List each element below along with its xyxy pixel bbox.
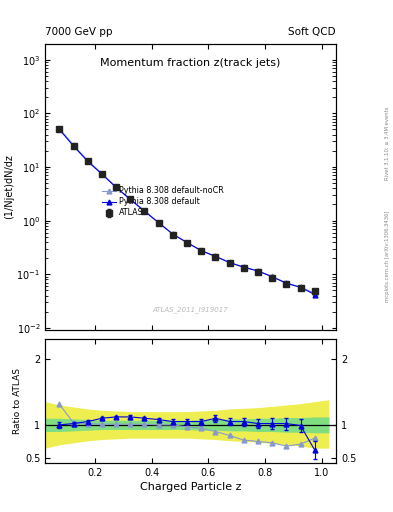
Pythia 8.308 default bbox=[171, 231, 175, 237]
Pythia 8.308 default-noCR bbox=[284, 280, 289, 286]
X-axis label: Charged Particle z: Charged Particle z bbox=[140, 482, 241, 493]
Legend: Pythia 8.308 default-noCR, Pythia 8.308 default, ATLAS: Pythia 8.308 default-noCR, Pythia 8.308 … bbox=[101, 186, 224, 218]
Pythia 8.308 default-noCR bbox=[213, 253, 218, 259]
Line: Pythia 8.308 default-noCR: Pythia 8.308 default-noCR bbox=[57, 126, 317, 296]
Pythia 8.308 default-noCR bbox=[241, 264, 246, 270]
Pythia 8.308 default bbox=[213, 253, 218, 260]
Pythia 8.308 default-noCR bbox=[57, 125, 62, 132]
Pythia 8.308 default bbox=[284, 280, 289, 286]
Pythia 8.308 default-noCR bbox=[270, 273, 275, 280]
Pythia 8.308 default-noCR bbox=[312, 290, 317, 296]
Text: mcplots.cern.ch [arXiv:1306.3436]: mcplots.cern.ch [arXiv:1306.3436] bbox=[385, 210, 389, 302]
Text: Soft QCD: Soft QCD bbox=[288, 27, 336, 37]
Pythia 8.308 default bbox=[185, 240, 189, 246]
Pythia 8.308 default-noCR bbox=[99, 170, 104, 177]
Pythia 8.308 default bbox=[270, 274, 275, 280]
Pythia 8.308 default bbox=[85, 158, 90, 164]
Line: Pythia 8.308 default: Pythia 8.308 default bbox=[57, 127, 317, 297]
Pythia 8.308 default bbox=[128, 197, 133, 203]
Pythia 8.308 default bbox=[71, 143, 76, 149]
Pythia 8.308 default bbox=[298, 284, 303, 290]
Pythia 8.308 default-noCR bbox=[156, 220, 161, 226]
Pythia 8.308 default bbox=[99, 171, 104, 177]
Text: Momentum fraction z(track jets): Momentum fraction z(track jets) bbox=[101, 58, 281, 68]
Text: Rivet 3.1.10; ≥ 3.4M events: Rivet 3.1.10; ≥ 3.4M events bbox=[385, 106, 389, 180]
Pythia 8.308 default-noCR bbox=[71, 142, 76, 148]
Pythia 8.308 default-noCR bbox=[185, 240, 189, 246]
Pythia 8.308 default bbox=[312, 291, 317, 297]
Pythia 8.308 default bbox=[199, 248, 204, 254]
Text: 7000 GeV pp: 7000 GeV pp bbox=[45, 27, 113, 37]
Pythia 8.308 default bbox=[241, 264, 246, 270]
Pythia 8.308 default bbox=[156, 220, 161, 226]
Pythia 8.308 default bbox=[227, 260, 232, 266]
Pythia 8.308 default-noCR bbox=[114, 184, 118, 190]
Pythia 8.308 default-noCR bbox=[128, 196, 133, 202]
Pythia 8.308 default-noCR bbox=[171, 231, 175, 237]
Pythia 8.308 default-noCR bbox=[199, 247, 204, 253]
Y-axis label: (1/Njet)dN/dz: (1/Njet)dN/dz bbox=[4, 155, 14, 220]
Pythia 8.308 default-noCR bbox=[227, 259, 232, 265]
Pythia 8.308 default-noCR bbox=[298, 284, 303, 290]
Pythia 8.308 default bbox=[255, 268, 260, 274]
Pythia 8.308 default-noCR bbox=[142, 208, 147, 214]
Y-axis label: Ratio to ATLAS: Ratio to ATLAS bbox=[13, 368, 22, 434]
Pythia 8.308 default bbox=[114, 184, 118, 190]
Pythia 8.308 default-noCR bbox=[85, 157, 90, 163]
Text: ATLAS_2011_I919017: ATLAS_2011_I919017 bbox=[153, 307, 228, 313]
Pythia 8.308 default bbox=[57, 126, 62, 133]
Pythia 8.308 default-noCR bbox=[255, 268, 260, 274]
Pythia 8.308 default bbox=[142, 208, 147, 214]
